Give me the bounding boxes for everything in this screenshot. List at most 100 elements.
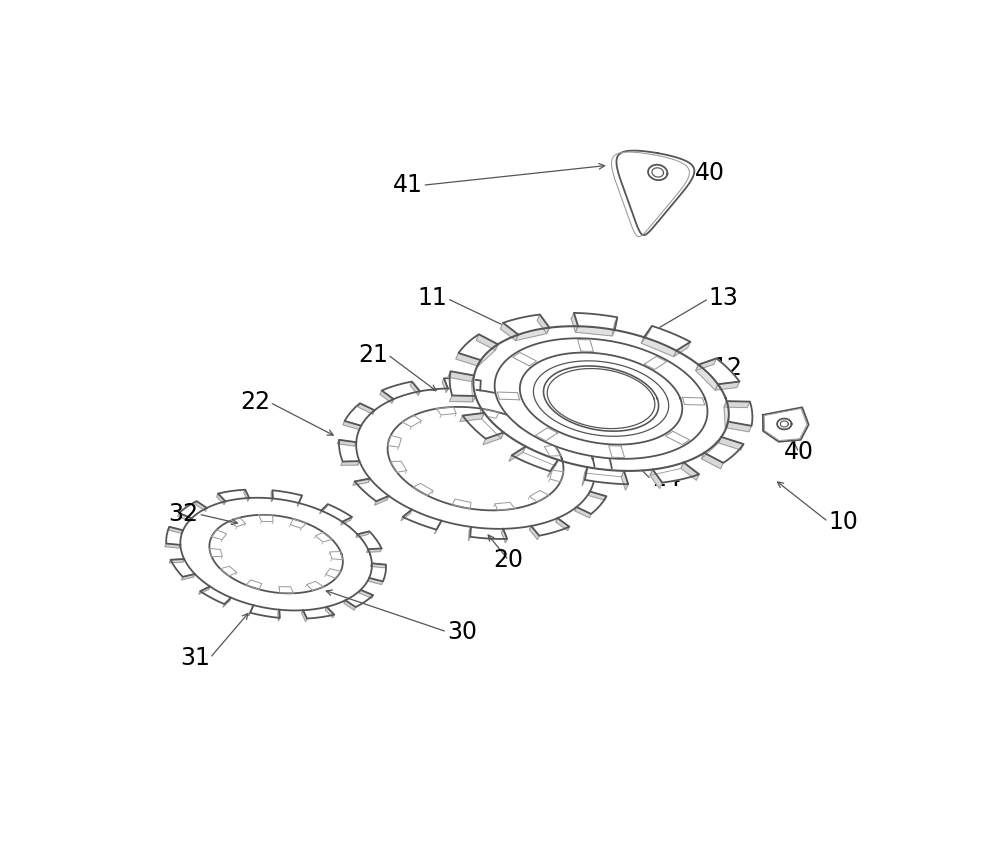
Polygon shape [178,513,192,522]
Polygon shape [725,421,752,431]
Polygon shape [220,566,237,576]
Polygon shape [574,313,617,336]
Polygon shape [574,313,617,330]
Polygon shape [585,467,628,484]
Polygon shape [345,403,375,426]
Polygon shape [590,456,608,460]
Polygon shape [719,437,744,450]
Polygon shape [537,400,548,412]
Polygon shape [501,528,507,543]
Polygon shape [250,605,280,618]
Polygon shape [195,501,207,511]
Polygon shape [442,379,448,392]
Polygon shape [704,437,744,463]
Polygon shape [473,326,729,471]
Polygon shape [763,408,809,442]
Polygon shape [353,478,370,485]
Polygon shape [470,527,507,539]
Text: 13: 13 [709,287,739,311]
Text: 12: 12 [713,356,743,380]
Polygon shape [674,342,690,357]
Polygon shape [181,574,195,580]
Polygon shape [435,521,441,534]
Polygon shape [218,489,249,501]
Polygon shape [369,563,386,581]
Polygon shape [448,371,474,381]
Polygon shape [530,490,549,502]
Text: 40: 40 [784,441,814,465]
Polygon shape [223,597,231,607]
Polygon shape [325,607,334,618]
Polygon shape [320,504,328,514]
Polygon shape [382,381,420,399]
Text: 22: 22 [240,391,270,414]
Polygon shape [355,478,389,501]
Text: 21: 21 [358,343,388,367]
Polygon shape [450,371,475,402]
Polygon shape [278,609,280,621]
Polygon shape [715,381,740,390]
Polygon shape [367,548,382,552]
Polygon shape [271,490,273,501]
Polygon shape [724,401,752,427]
Polygon shape [444,379,481,391]
Polygon shape [249,605,253,616]
Polygon shape [529,526,539,540]
Polygon shape [509,447,526,461]
Polygon shape [612,317,617,336]
Polygon shape [212,530,226,540]
Polygon shape [701,437,744,463]
Polygon shape [450,371,475,396]
Polygon shape [641,326,652,343]
Polygon shape [593,475,612,482]
Polygon shape [562,416,596,439]
Polygon shape [436,407,456,415]
Polygon shape [344,600,356,610]
Polygon shape [326,568,341,579]
Polygon shape [653,462,699,483]
Polygon shape [168,527,183,534]
Polygon shape [585,467,628,484]
Polygon shape [180,498,372,610]
Polygon shape [483,432,504,445]
Polygon shape [648,165,667,180]
Polygon shape [495,502,515,511]
Polygon shape [696,358,716,370]
Polygon shape [510,387,548,408]
Polygon shape [297,495,302,506]
Polygon shape [478,380,481,394]
Polygon shape [315,532,332,542]
Polygon shape [279,586,294,593]
Polygon shape [413,483,433,495]
Polygon shape [246,580,262,590]
Polygon shape [500,323,518,340]
Text: 10: 10 [828,510,858,534]
Polygon shape [469,527,471,540]
Polygon shape [458,334,498,366]
Polygon shape [503,315,549,340]
Polygon shape [579,436,596,443]
Polygon shape [200,586,231,604]
Polygon shape [547,460,558,477]
Polygon shape [592,456,612,477]
Polygon shape [217,494,225,505]
Polygon shape [681,462,699,480]
Polygon shape [582,467,587,486]
Polygon shape [512,447,558,471]
Polygon shape [512,447,558,471]
Polygon shape [650,470,662,488]
Polygon shape [390,461,407,472]
Polygon shape [330,551,343,560]
Polygon shape [456,353,481,366]
Polygon shape [356,531,369,537]
Polygon shape [166,527,183,545]
Polygon shape [495,339,707,459]
Polygon shape [777,419,792,430]
Polygon shape [380,391,394,403]
Polygon shape [696,358,740,390]
Polygon shape [337,440,356,446]
Polygon shape [571,313,578,332]
Polygon shape [452,499,471,509]
Polygon shape [171,559,195,577]
Text: 32: 32 [168,502,198,526]
